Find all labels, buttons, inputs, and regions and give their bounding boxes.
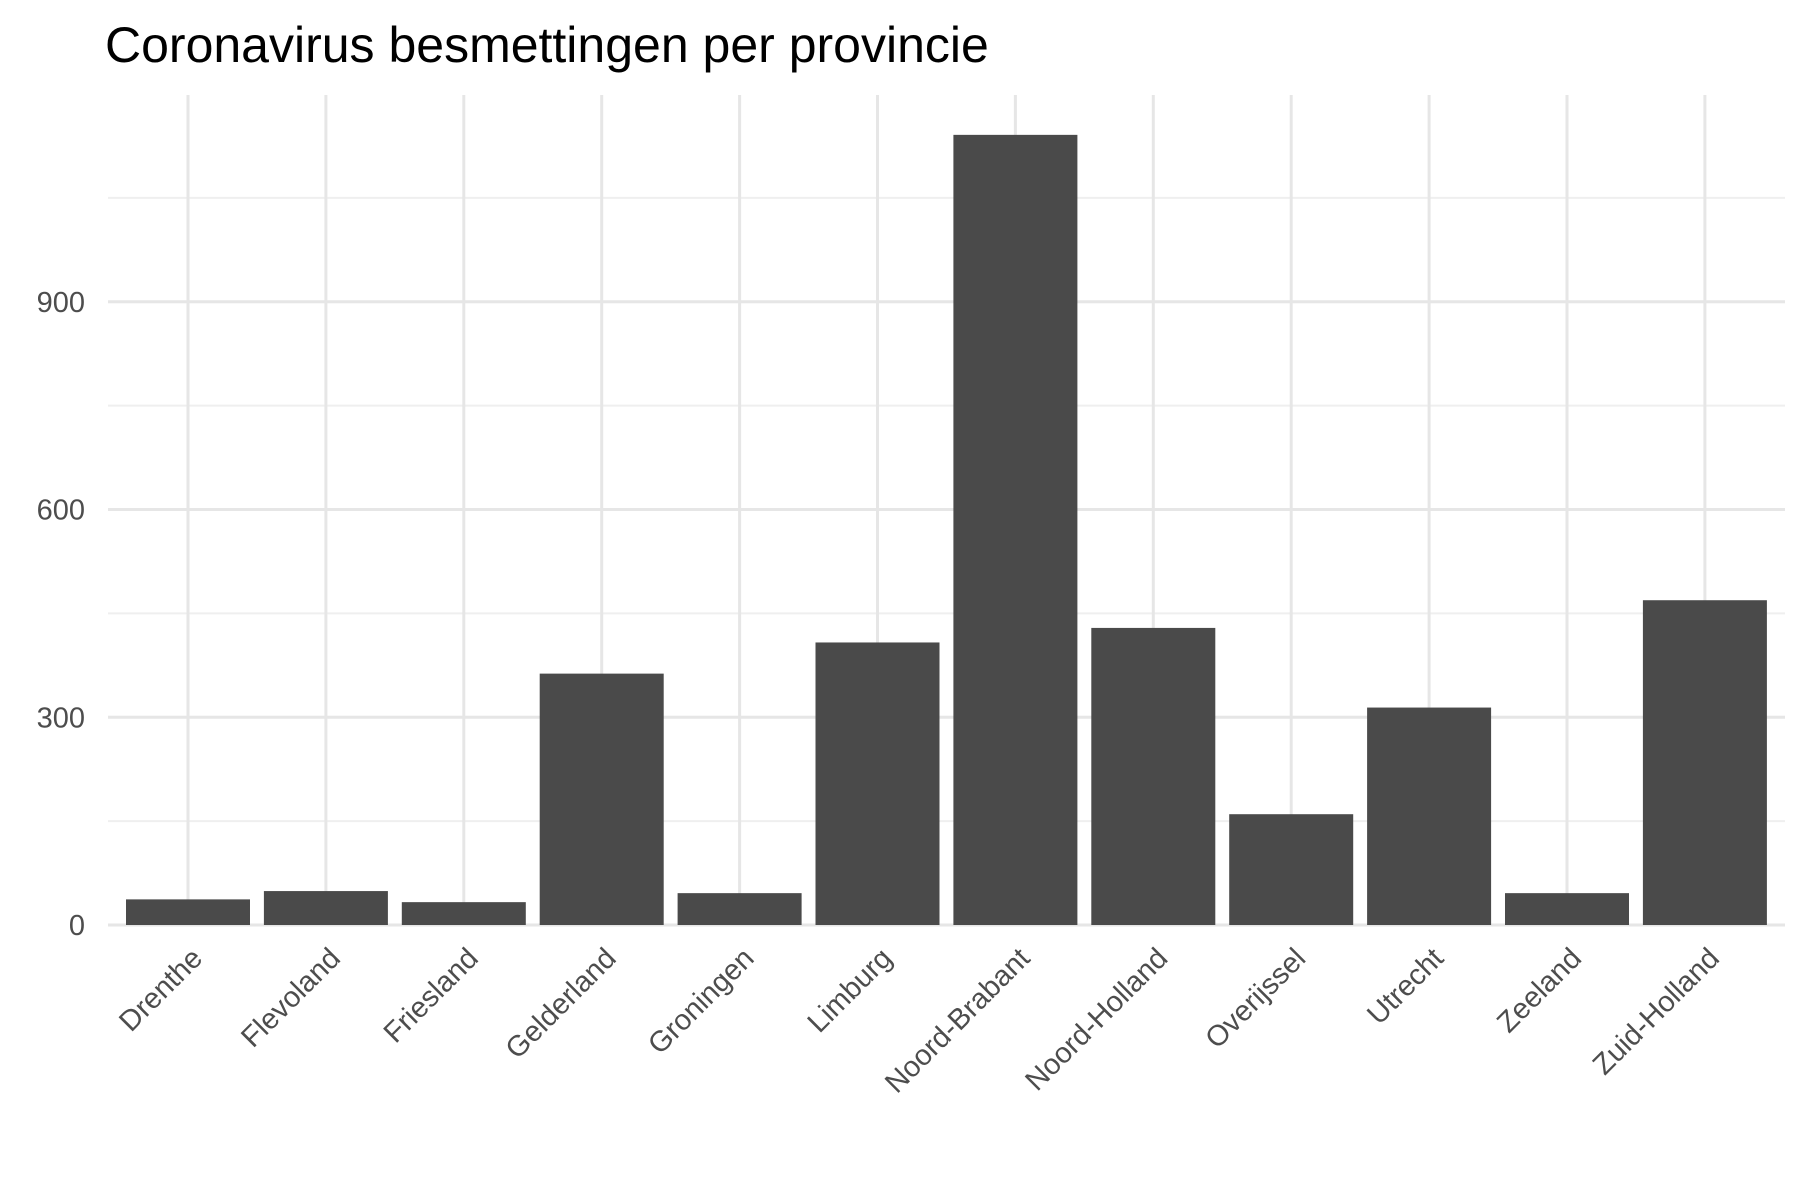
x-tick-label: Friesland [378, 942, 485, 1049]
x-tick-label: Drenthe [113, 942, 209, 1038]
y-tick-label: 900 [37, 287, 85, 319]
bar-drenthe [126, 899, 250, 925]
y-axis-tick-labels: 0 300 600 900 [37, 287, 85, 942]
chart-title: Coronavirus besmettingen per provincie [105, 17, 989, 73]
bar-zeeland [1505, 893, 1629, 925]
bar-utrecht [1367, 707, 1492, 925]
x-tick-label: Gelderland [500, 942, 623, 1065]
bar-groningen [677, 893, 802, 925]
bar-noord-holland [1091, 627, 1216, 925]
x-axis-tick-labels: Drenthe Flevoland Friesland Gelderland Groni… [113, 942, 1725, 1099]
x-tick-label: Noord-Brabant [879, 942, 1036, 1099]
bar-gelderland [539, 673, 664, 925]
bar-flevoland [263, 891, 388, 925]
bar-overijssel [1229, 814, 1354, 925]
grid-lines [108, 95, 1785, 927]
y-tick-label: 600 [37, 495, 85, 527]
bar-zuid-holland [1642, 600, 1767, 925]
x-tick-label: Groningen [642, 942, 760, 1060]
x-tick-label: Limburg [802, 942, 899, 1039]
x-tick-label: Noord-Holland [1019, 942, 1174, 1097]
bars [126, 134, 1767, 926]
x-tick-label: Overijssel [1199, 942, 1312, 1055]
y-tick-label: 300 [37, 702, 85, 734]
x-tick-label: Zeeland [1491, 942, 1588, 1039]
bar-limburg [815, 642, 940, 925]
y-tick-label: 0 [69, 910, 85, 942]
x-tick-label: Flevoland [235, 942, 347, 1054]
bar-noord-brabant [953, 134, 1078, 926]
x-tick-label: Zuid-Holland [1587, 942, 1726, 1081]
bar-friesland [401, 902, 526, 925]
x-tick-label: Utrecht [1361, 942, 1450, 1031]
